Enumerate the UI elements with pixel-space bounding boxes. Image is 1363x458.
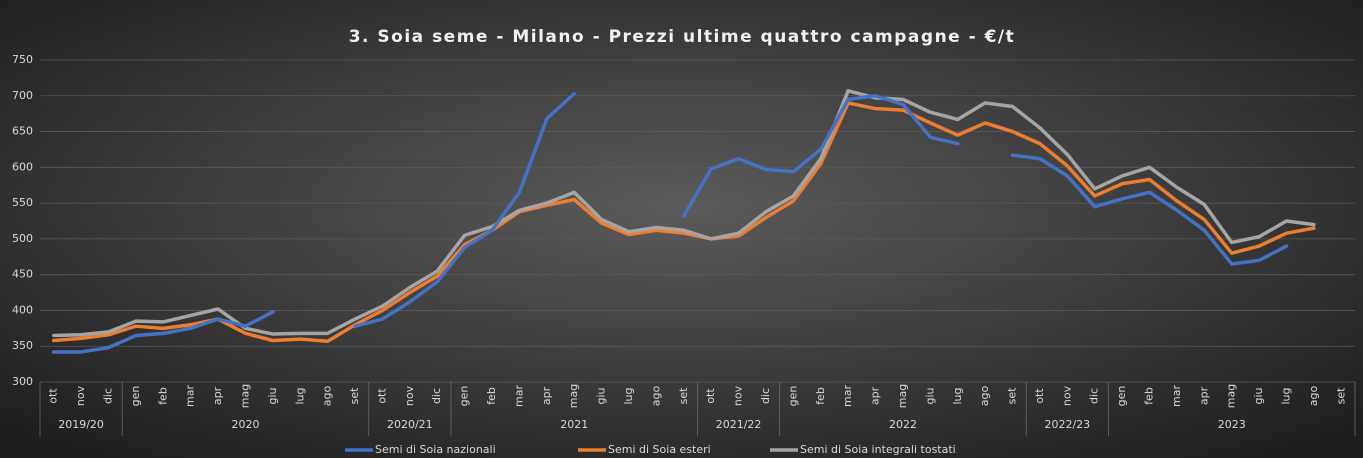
x-tick-label: ott — [704, 388, 717, 404]
x-tick-label: lug — [622, 387, 635, 404]
x-tick-label: gen — [458, 386, 471, 407]
x-tick-label: mag — [238, 384, 251, 408]
x-tick-label: dic — [101, 388, 114, 404]
x-tick-label: nov — [1060, 385, 1073, 406]
x-tick-label: dic — [759, 388, 772, 404]
series-line — [353, 91, 576, 328]
x-tick-label: apr — [1197, 386, 1210, 405]
x-tick-label: nov — [403, 385, 416, 406]
x-tick-label: gen — [1115, 386, 1128, 407]
x-tick-label: mag — [567, 384, 580, 408]
y-tick-label: 650 — [12, 125, 33, 138]
y-tick-label: 450 — [12, 268, 33, 281]
group-label: 2021 — [560, 418, 588, 431]
x-tick-label: ago — [321, 386, 334, 407]
y-tick-label: 750 — [12, 53, 33, 66]
group-label: 2021/22 — [716, 418, 762, 431]
x-tick-label: gen — [129, 386, 142, 407]
x-tick-label: ott — [375, 388, 388, 404]
series-line — [51, 101, 1316, 343]
group-label: 2020/21 — [387, 418, 433, 431]
x-tick-label: feb — [814, 387, 827, 405]
x-tick-label: feb — [156, 387, 169, 405]
x-tick-label: giu — [595, 387, 608, 404]
x-tick-label: lug — [1280, 387, 1293, 404]
x-tick-label: mag — [896, 384, 909, 408]
x-tick-label: dic — [1088, 388, 1101, 404]
x-tick-label: lug — [293, 387, 306, 404]
x-tick-label: set — [1006, 387, 1019, 404]
x-tick-label: nov — [732, 385, 745, 406]
x-tick-label: apr — [869, 386, 882, 405]
chart-title: 3. Soia seme - Milano - Prezzi ultime qu… — [349, 27, 1016, 47]
y-tick-label: 600 — [12, 160, 33, 173]
x-tick-label: gen — [786, 386, 799, 407]
series-line — [1010, 153, 1289, 266]
x-tick-label: mar — [1170, 385, 1183, 407]
x-tick-label: dic — [430, 388, 443, 404]
y-tick-label: 500 — [12, 232, 33, 245]
legend-label: Semi di Soia integrali tostati — [800, 443, 956, 456]
y-tick-label: 350 — [12, 339, 33, 352]
x-tick-label: set — [348, 387, 361, 404]
x-tick-label: apr — [540, 386, 553, 405]
x-tick-label: ott — [47, 388, 60, 404]
y-tick-label: 700 — [12, 89, 33, 102]
x-tick-label: mar — [841, 385, 854, 407]
x-tick-label: ago — [1307, 386, 1320, 407]
x-tick-label: mar — [512, 385, 525, 407]
x-tick-label: giu — [923, 387, 936, 404]
legend-label: Semi di Soia esteri — [608, 443, 711, 456]
legend-label: Semi di Soia nazionali — [375, 443, 496, 456]
x-tick-label: nov — [74, 385, 87, 406]
group-label: 2019/20 — [58, 418, 104, 431]
x-tick-label: giu — [1252, 387, 1265, 404]
x-tick-label: ago — [978, 386, 991, 407]
series-line — [51, 310, 275, 354]
x-tick-label: ott — [1033, 388, 1046, 404]
y-tick-label: 300 — [12, 375, 33, 388]
x-tick-label: ago — [649, 386, 662, 407]
group-label: 2020 — [231, 418, 259, 431]
group-label: 2023 — [1218, 418, 1246, 431]
series-line — [51, 89, 1316, 338]
x-tick-label: set — [677, 387, 690, 404]
group-label: 2022 — [889, 418, 917, 431]
x-tick-label: feb — [485, 387, 498, 405]
x-tick-label: set — [1334, 387, 1347, 404]
y-tick-label: 400 — [12, 303, 33, 316]
x-tick-label: lug — [951, 387, 964, 404]
y-tick-label: 550 — [12, 196, 33, 209]
x-tick-label: giu — [266, 387, 279, 404]
group-label: 2022/23 — [1044, 418, 1090, 431]
series-line — [682, 94, 960, 218]
x-tick-label: feb — [1143, 387, 1156, 405]
x-tick-label: mag — [1225, 384, 1238, 408]
x-tick-label: mar — [184, 385, 197, 407]
x-tick-label: apr — [211, 386, 224, 405]
